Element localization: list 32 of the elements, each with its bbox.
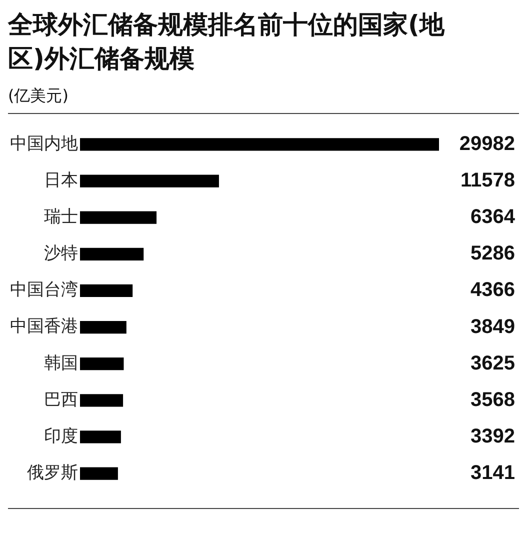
- data-label: 6364: [470, 206, 516, 228]
- y-tick-label: 俄罗斯: [27, 462, 78, 483]
- data-label: 3849: [470, 316, 515, 338]
- y-tick-label: 中国台湾: [10, 280, 78, 300]
- y-tick-label: 印度: [44, 426, 78, 446]
- y-tick-label: 中国香港: [10, 316, 78, 337]
- data-label: 5286: [470, 242, 515, 265]
- y-tick-label: 沙特: [44, 244, 78, 264]
- data-label: 3568: [470, 388, 515, 411]
- bar: [80, 211, 157, 224]
- data-label: 4366: [470, 279, 515, 302]
- data-label: 3141: [470, 462, 515, 484]
- chart-subtitle: (亿美元): [8, 86, 519, 114]
- bar: [80, 394, 124, 407]
- data-label: 29982: [459, 132, 515, 155]
- data-label: 3392: [470, 425, 515, 448]
- y-tick-label: 日本: [44, 170, 78, 190]
- y-tick-label: 瑞士: [44, 207, 78, 228]
- bar: [80, 467, 118, 480]
- bar: [80, 248, 144, 260]
- y-tick-label: 韩国: [44, 353, 78, 374]
- data-label: 11578: [460, 170, 515, 192]
- data-label: 3625: [470, 352, 515, 374]
- y-tick-label: 中国内地: [10, 134, 78, 154]
- chart-title: 全球外汇储备规模排名前十位的国家(地区)外汇储备规模: [8, 9, 446, 75]
- y-tick-label: 巴西: [44, 390, 78, 410]
- bar: [80, 138, 439, 151]
- bar: [80, 174, 219, 188]
- bar: [80, 430, 121, 444]
- bar: [80, 284, 133, 298]
- bar: [80, 358, 124, 370]
- bar: [80, 320, 126, 334]
